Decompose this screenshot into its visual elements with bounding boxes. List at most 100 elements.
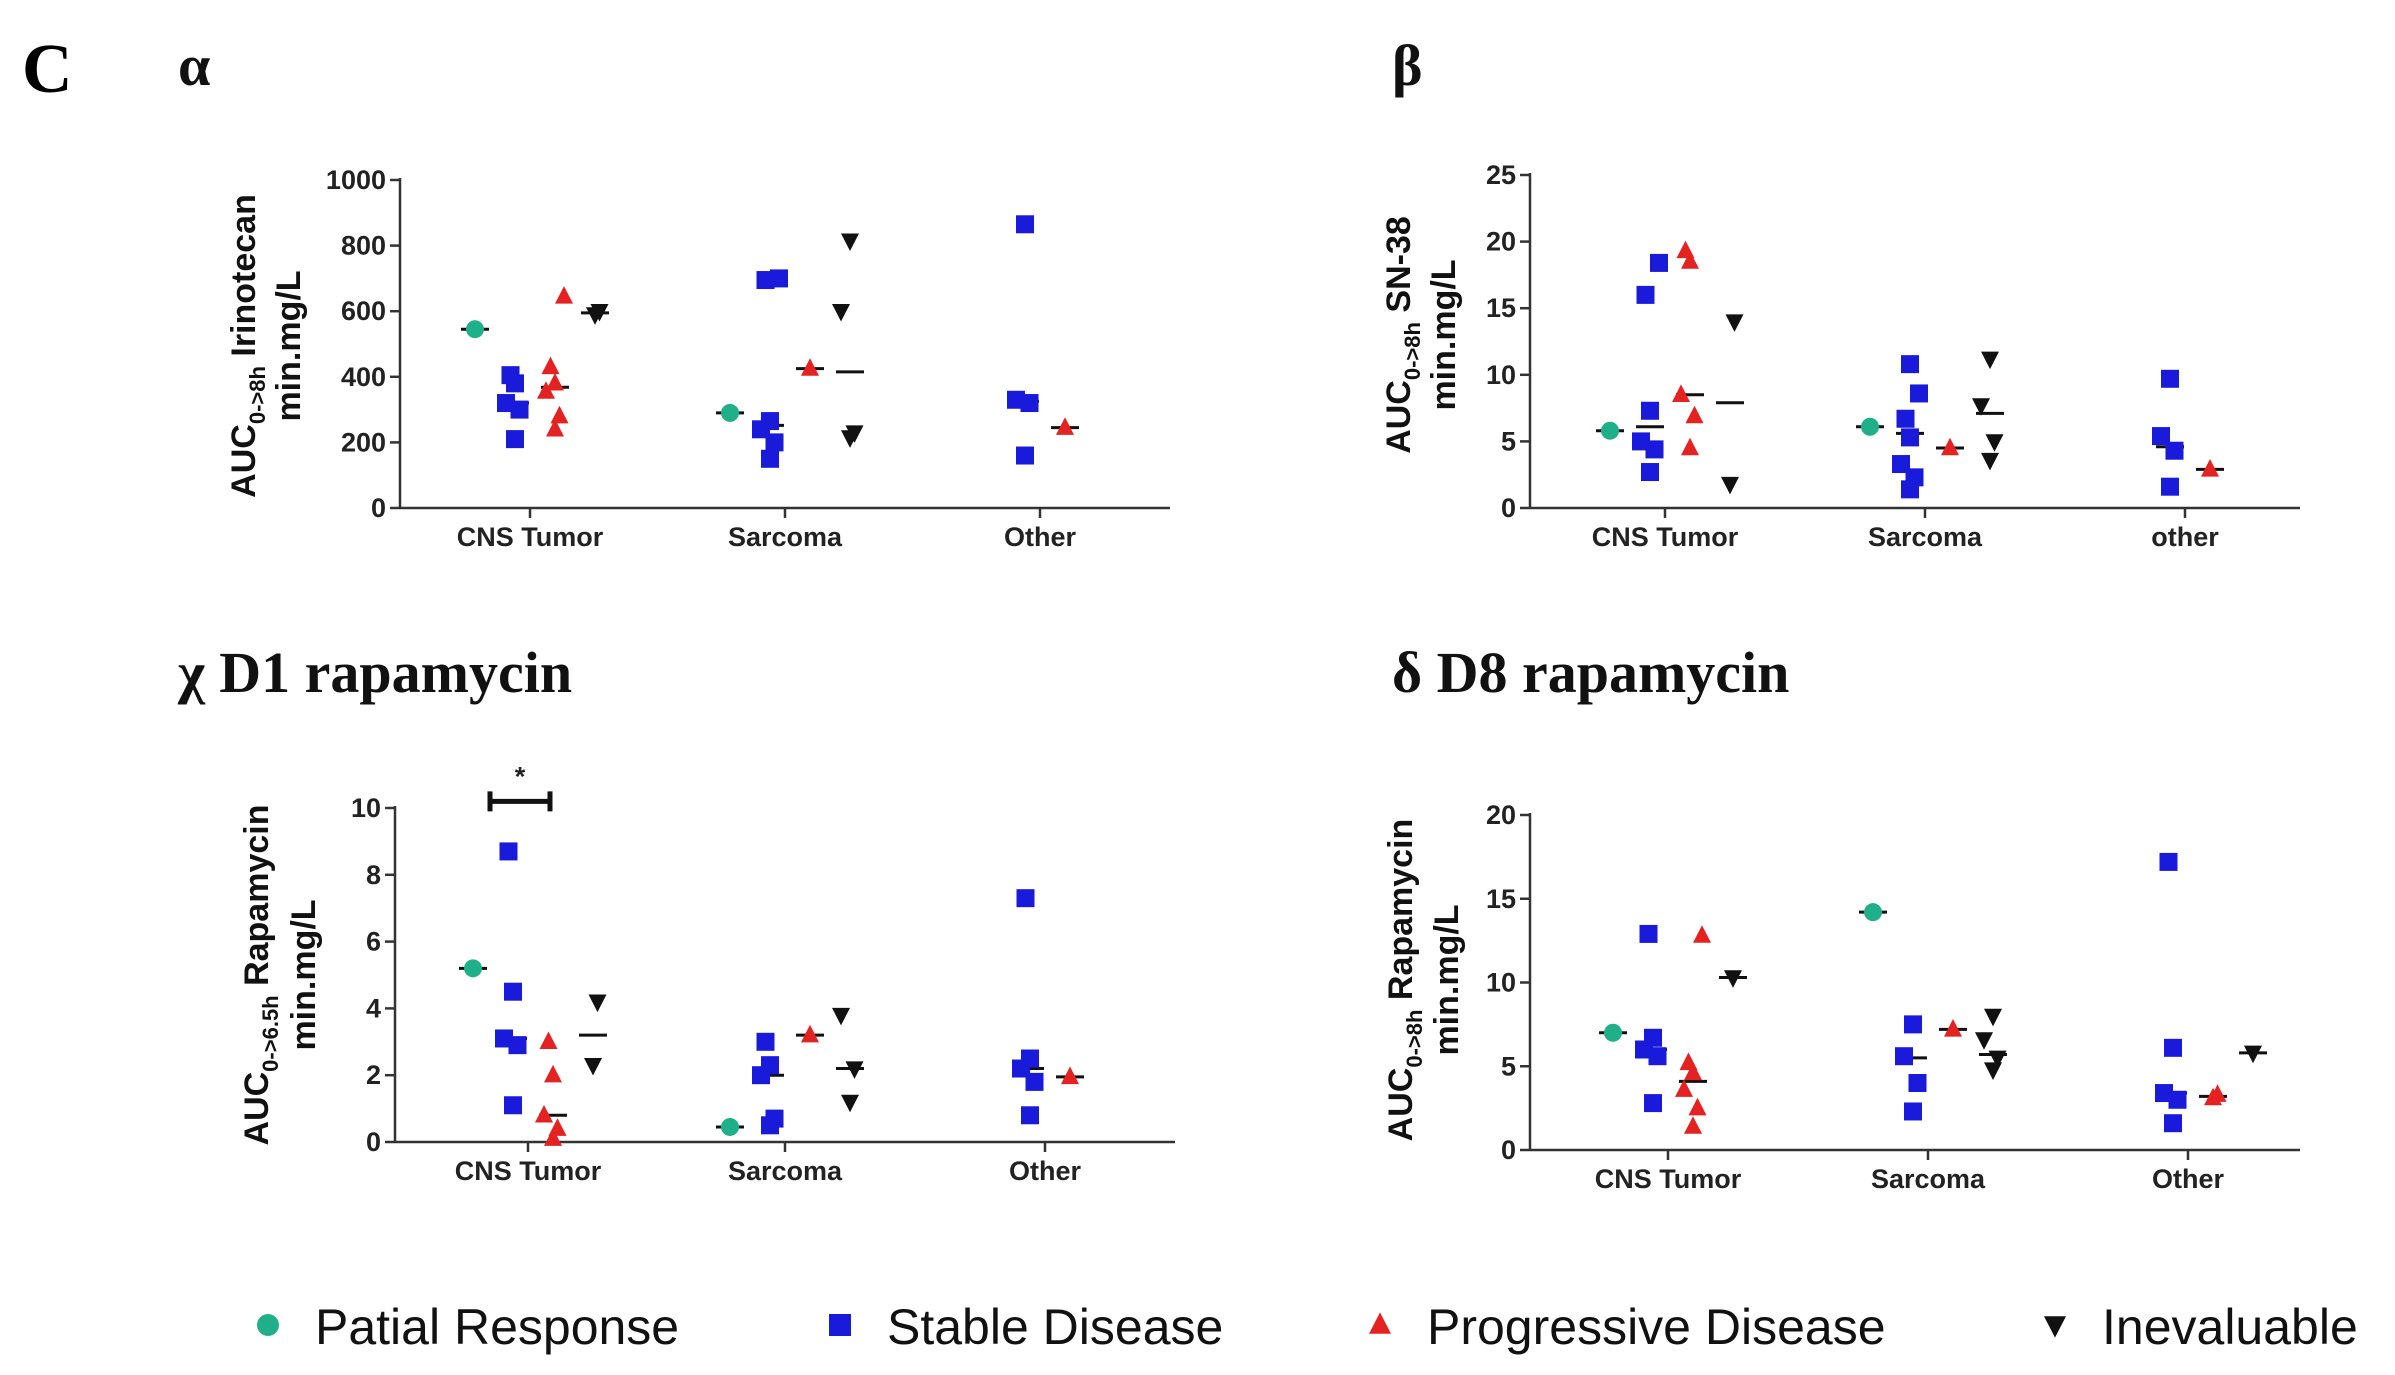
data-point-stable-disease bbox=[1016, 215, 1034, 234]
data-point-inevaluable bbox=[2244, 1045, 2262, 1064]
data-point-progressive-disease bbox=[1685, 405, 1704, 424]
y-axis-units: min.mg/L bbox=[270, 270, 308, 421]
data-point-stable-disease bbox=[2161, 477, 2179, 496]
data-point-inevaluable bbox=[590, 304, 609, 322]
legend-label-partial-response: Patial Response bbox=[315, 1299, 679, 1355]
data-point-stable-disease bbox=[1901, 428, 1919, 447]
data-point-stable-disease bbox=[756, 1032, 775, 1051]
data-point-partial-response bbox=[1601, 421, 1619, 440]
data-point-progressive-disease bbox=[548, 1118, 567, 1136]
data-point-inevaluable bbox=[1725, 314, 1744, 332]
data-point-inevaluable bbox=[1984, 1062, 2002, 1080]
legend-marker-partial-response bbox=[257, 1314, 279, 1336]
significance-label: * bbox=[515, 761, 526, 791]
x-tick-label: CNS Tumor bbox=[1592, 522, 1739, 552]
x-tick-label: CNS Tumor bbox=[457, 522, 604, 552]
data-point-progressive-disease bbox=[544, 1064, 562, 1083]
data-point-stable-disease bbox=[1639, 924, 1658, 943]
y-axis-units: min.mg/L bbox=[1425, 259, 1463, 410]
data-point-inevaluable bbox=[584, 1057, 602, 1076]
data-point-inevaluable bbox=[841, 1094, 859, 1113]
panel-alpha: α AUC0->8h Irinotecan min.mg/L 0 200 400 600 80… bbox=[178, 33, 1170, 552]
data-point-inevaluable bbox=[1975, 1032, 1993, 1050]
legend-label-inevaluable: Inevaluable bbox=[2102, 1299, 2358, 1355]
data-point-stable-disease bbox=[2164, 1038, 2182, 1057]
data-point-inevaluable bbox=[1988, 1050, 2007, 1069]
data-point-partial-response bbox=[464, 959, 482, 978]
data-point-progressive-disease bbox=[1675, 1079, 1693, 1097]
data-point-progressive-disease bbox=[550, 405, 569, 424]
data-point-stable-disease bbox=[1636, 285, 1655, 304]
panel-beta: β AUC0->8h SN-38 min.mg/L 0 5 10 15 20 25 CNS Tum… bbox=[1380, 33, 2300, 552]
data-point-progressive-disease bbox=[1684, 1062, 1702, 1081]
data-point-progressive-disease bbox=[535, 1104, 553, 1123]
x-tick-label: Other bbox=[1009, 1156, 1082, 1186]
legend-marker-progressive-disease bbox=[1369, 1312, 1391, 1334]
legend-label-stable-disease: Stable Disease bbox=[887, 1299, 1223, 1355]
data-point-progressive-disease bbox=[555, 286, 573, 304]
data-point-stable-disease bbox=[1904, 1015, 1922, 1034]
data-point-stable-disease bbox=[2155, 1084, 2173, 1103]
y-tick-label: 10 bbox=[1486, 968, 1516, 998]
data-point-stable-disease bbox=[1908, 1074, 1927, 1092]
data-point-stable-disease bbox=[2159, 852, 2178, 871]
y-tick-label: 800 bbox=[341, 231, 386, 261]
x-tick-label: Sarcoma bbox=[728, 1156, 843, 1186]
data-point-partial-response bbox=[466, 320, 484, 339]
data-point-stable-disease bbox=[770, 269, 788, 288]
x-tick-label: Sarcoma bbox=[1871, 1164, 1986, 1194]
y-tick-label: 20 bbox=[1486, 800, 1516, 830]
data-point-progressive-disease bbox=[1672, 384, 1690, 402]
y-axis-units: min.mg/L bbox=[1428, 904, 1466, 1055]
data-point-partial-response bbox=[721, 1117, 739, 1136]
y-axis-label: AUC0->6.5h Rapamycin bbox=[238, 805, 283, 1146]
data-point-stable-disease bbox=[499, 842, 518, 861]
data-point-inevaluable bbox=[841, 233, 859, 252]
data-point-progressive-disease bbox=[1941, 437, 1959, 456]
y-axis-label: AUC0->8h SN-38 bbox=[1380, 216, 1425, 454]
chart-title: β bbox=[1392, 33, 1423, 98]
data-point-progressive-disease bbox=[544, 1128, 562, 1146]
data-point-stable-disease bbox=[761, 449, 779, 468]
data-point-stable-disease bbox=[1895, 1047, 1913, 1066]
y-tick-label: 1000 bbox=[326, 165, 386, 195]
data-point-stable-disease bbox=[1641, 463, 1659, 482]
x-tick-label: Other bbox=[1004, 522, 1077, 552]
data-point-progressive-disease bbox=[537, 381, 555, 399]
data-point-progressive-disease bbox=[1679, 1052, 1698, 1071]
data-point-progressive-disease bbox=[2208, 1084, 2227, 1102]
chart-title: χ D1 rapamycin bbox=[177, 640, 572, 705]
data-point-progressive-disease bbox=[1056, 417, 1074, 435]
data-point-progressive-disease bbox=[801, 358, 819, 376]
y-tick-label: 15 bbox=[1486, 293, 1516, 323]
data-point-stable-disease bbox=[495, 1029, 513, 1048]
data-point-stable-disease bbox=[1910, 384, 1928, 403]
y-tick-label: 400 bbox=[341, 362, 386, 392]
panel-chi: χ D1 rapamycin AUC0->6.5h Rapamycin min.mg… bbox=[177, 640, 1175, 1186]
legend: Patial Response Stable Disease Progressive… bbox=[257, 1299, 2358, 1355]
y-tick-label: 5 bbox=[1501, 426, 1516, 456]
y-tick-label: 5 bbox=[1501, 1051, 1516, 1081]
data-point-progressive-disease bbox=[1693, 925, 1711, 943]
chart-title: α bbox=[178, 33, 210, 98]
data-point-stable-disease bbox=[497, 394, 515, 413]
data-point-progressive-disease bbox=[1681, 251, 1699, 269]
data-point-inevaluable bbox=[1981, 452, 1999, 471]
legend-marker-inevaluable bbox=[2044, 1316, 2066, 1338]
data-point-stable-disease bbox=[1021, 1049, 1039, 1068]
data-point-progressive-disease bbox=[546, 373, 564, 391]
data-point-stable-disease bbox=[1632, 432, 1650, 451]
legend-label-progressive-disease: Progressive Disease bbox=[1427, 1299, 1886, 1355]
y-axis-units: min.mg/L bbox=[285, 899, 323, 1050]
data-point-stable-disease bbox=[761, 1056, 779, 1075]
y-tick-label: 0 bbox=[1501, 493, 1516, 523]
data-point-stable-disease bbox=[1021, 1106, 1039, 1125]
data-point-inevaluable bbox=[845, 1061, 864, 1079]
data-point-inevaluable bbox=[832, 304, 850, 322]
data-point-stable-disease bbox=[1904, 1102, 1922, 1121]
y-tick-label: 0 bbox=[366, 1127, 381, 1157]
data-point-progressive-disease bbox=[539, 1031, 558, 1049]
y-tick-label: 200 bbox=[341, 427, 386, 457]
y-tick-label: 2 bbox=[366, 1060, 381, 1090]
